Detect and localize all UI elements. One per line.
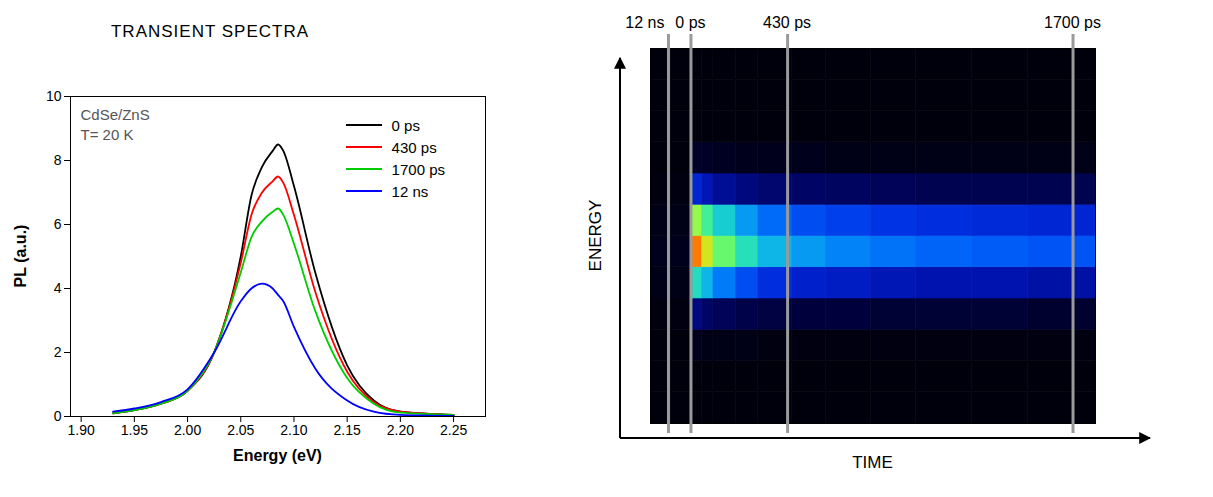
svg-text:2.05: 2.05: [227, 422, 254, 438]
svg-text:1.95: 1.95: [121, 422, 148, 438]
svg-text:Energy (eV): Energy (eV): [233, 447, 322, 464]
html-text:TRANSIENT SPECTRA: TRANSIENT SPECTRA: [111, 22, 309, 41]
svg-text:0: 0: [54, 408, 62, 424]
html-text:430 ps: 430 ps: [391, 138, 437, 156]
svg-text:8: 8: [54, 152, 62, 168]
svg-text:ENERGY: ENERGY: [586, 200, 605, 272]
svg-text:0 ps: 0 ps: [675, 14, 705, 31]
svg-text:2.25: 2.25: [440, 422, 467, 438]
svg-text:TIME: TIME: [852, 453, 893, 472]
svg-text:2.10: 2.10: [280, 422, 307, 438]
svg-text:2: 2: [54, 344, 62, 360]
svg-text:6: 6: [54, 216, 62, 232]
svg-text:12 ns: 12 ns: [625, 14, 664, 31]
svg-text:2.20: 2.20: [387, 422, 414, 438]
svg-text:1.90: 1.90: [68, 422, 95, 438]
svg-text:10: 10: [46, 88, 62, 104]
svg-text:430 ps: 430 ps: [763, 14, 811, 31]
html-text:1700 ps: 1700 ps: [391, 160, 445, 178]
svg-text:4: 4: [54, 280, 62, 296]
svg-text:1700 ps: 1700 ps: [1044, 14, 1101, 31]
svg-text:2.00: 2.00: [174, 422, 201, 438]
svg-text:2.15: 2.15: [334, 422, 361, 438]
svg-text:CdSe/ZnST= 20 K: CdSe/ZnST= 20 K: [81, 106, 150, 143]
html-text:12 ns: 12 ns: [391, 182, 429, 200]
svg-text:PL (a.u.): PL (a.u.): [12, 225, 29, 288]
html-text:0 ps: 0 ps: [391, 116, 420, 134]
